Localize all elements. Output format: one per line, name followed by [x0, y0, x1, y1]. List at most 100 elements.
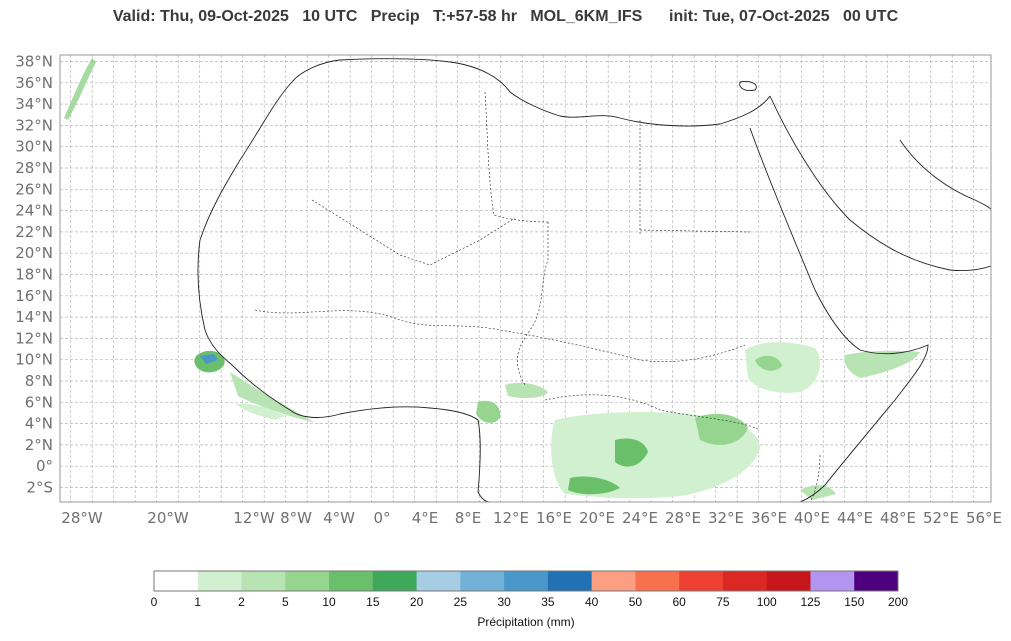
lat-label: 12°N — [15, 329, 53, 347]
lat-label: 16°N — [15, 287, 53, 305]
lon-label: 8°E — [455, 509, 482, 527]
colorbar-swatch — [679, 571, 724, 591]
lat-label: 24°N — [15, 202, 53, 220]
colorbar: 0 1 2 5 10 15 20 25 30 35 40 50 60 75 100 125 150 200 — [151, 570, 908, 609]
precip-patch-atlantic — [64, 58, 96, 120]
precip-patch-congo-core — [615, 438, 648, 467]
borders — [254, 91, 821, 502]
colorbar-swatch — [329, 571, 374, 591]
colorbar-swatch — [285, 571, 330, 591]
lon-label: 4°E — [412, 509, 439, 527]
map-title: Valid: Thu, 09-Oct-2025 10 UTC Precip T:… — [112, 8, 899, 25]
colorbar-tick: 75 — [716, 595, 730, 609]
colorbar-swatch — [547, 571, 593, 591]
lat-label: 2°S — [26, 479, 53, 497]
colorbar-swatch — [810, 571, 855, 591]
colorbar-tick: 0 — [151, 595, 158, 609]
lat-label: 38°N — [15, 53, 53, 71]
lat-label: 6°N — [25, 393, 53, 411]
lat-label: 32°N — [15, 116, 53, 134]
precip-patch-gabon — [476, 400, 501, 423]
lon-label: 16°E — [536, 509, 572, 527]
precip-patch-ethiopia — [745, 342, 820, 393]
precip-patch-ethiopia-core — [755, 355, 782, 371]
colorbar-tick: 10 — [322, 595, 336, 609]
lat-label: 10°N — [15, 351, 53, 369]
colorbar-tick: 125 — [800, 595, 820, 609]
lon-label: 48°E — [880, 509, 916, 527]
lon-label: 20°W — [147, 509, 189, 527]
colorbar-swatch — [372, 571, 418, 591]
coastlines — [197, 58, 991, 502]
colorbar-swatch — [197, 571, 243, 591]
colorbar-swatch — [766, 571, 811, 591]
precip-patch-guinea-core — [200, 354, 218, 364]
colorbar-swatch — [504, 571, 549, 591]
colorbar-tick: 200 — [888, 595, 908, 609]
lon-label: 52°E — [923, 509, 959, 527]
colorbar-tick: 25 — [454, 595, 468, 609]
lat-label: 22°N — [15, 223, 53, 241]
colorbar-tick: 150 — [844, 595, 864, 609]
lon-label: 56°E — [966, 509, 1002, 527]
plot-area — [60, 55, 991, 502]
colorbar-tick: 100 — [757, 595, 777, 609]
border-sahel — [254, 309, 746, 362]
colorbar-tick: 60 — [672, 595, 686, 609]
lon-label: 32°E — [708, 509, 744, 527]
lat-label: 36°N — [15, 74, 53, 92]
gridlines — [60, 55, 991, 502]
colorbar-frame — [153, 570, 899, 592]
colorbar-tick: 20 — [410, 595, 424, 609]
colorbar-swatch — [154, 571, 199, 591]
lon-label: 12°E — [493, 509, 529, 527]
precip-patch-congo-2 — [568, 476, 620, 495]
lon-label: 4°W — [323, 509, 355, 527]
plot-frame — [59, 54, 992, 503]
colorbar-tick: 40 — [585, 595, 599, 609]
colorbar-tick: 30 — [497, 595, 511, 609]
precip-patch-eastafrica — [695, 413, 748, 445]
precip-patch-cameroon — [505, 382, 548, 399]
colorbar-tick: 35 — [541, 595, 555, 609]
border-chad — [517, 222, 549, 386]
border-east-africa — [809, 454, 821, 502]
precip-patches — [64, 58, 920, 500]
colorbar-tick: 5 — [282, 595, 289, 609]
colorbar-swatch — [635, 571, 680, 591]
lat-label: 26°N — [15, 180, 53, 198]
colorbar-swatch — [241, 571, 286, 591]
colorbar-label: Précipitation (mm) — [477, 615, 574, 629]
border-central-africa — [544, 394, 761, 431]
border-mali-niger — [311, 199, 516, 266]
precip-patch-westafrica — [236, 403, 285, 420]
coastline-arabia — [769, 95, 991, 271]
border-algeria-libya — [484, 91, 549, 223]
lat-label: 8°N — [25, 372, 53, 390]
lon-label: 40°E — [794, 509, 830, 527]
colorbar-swatch — [722, 571, 768, 591]
lon-label: 24°E — [622, 509, 658, 527]
lat-label: 0° — [36, 457, 53, 475]
coastline-red-sea — [749, 127, 929, 502]
colorbar-tick: 50 — [629, 595, 643, 609]
precip-patch-somalia — [844, 350, 920, 378]
lat-label: 4°N — [25, 415, 53, 433]
precip-patch-kenya — [800, 485, 836, 500]
lat-label: 20°N — [15, 244, 53, 262]
lat-label: 28°N — [15, 159, 53, 177]
lon-label: 44°E — [837, 509, 873, 527]
colorbar-tick: 15 — [366, 595, 380, 609]
lon-label: 12°W — [233, 509, 275, 527]
coastline-west-africa — [197, 81, 491, 502]
lon-labels: 28°W 20°W 12°W 8°W 4°W 0° 4°E 8°E 12°E 16°E 20°E 24… — [61, 509, 1002, 527]
lon-label: 28°E — [665, 509, 701, 527]
colorbar-swatch — [854, 571, 899, 591]
lon-label: 0° — [373, 509, 390, 527]
coastline-arabia-gulf — [899, 139, 991, 211]
lat-label: 30°N — [15, 138, 53, 156]
precip-patch-coast — [230, 372, 322, 425]
lat-label: 14°N — [15, 308, 53, 326]
lat-label: 34°N — [15, 95, 53, 113]
